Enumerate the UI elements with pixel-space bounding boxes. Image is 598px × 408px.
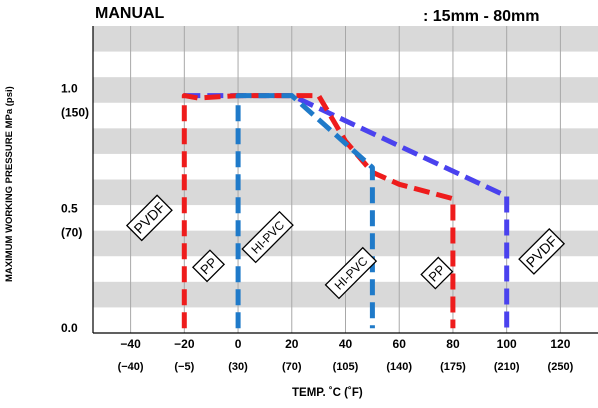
- y-tick-label: 1.0: [61, 81, 78, 95]
- series-line-hi-pvc: [235, 93, 375, 329]
- x-tick-label: 100: [497, 337, 517, 351]
- x-tick-label-f: (105): [333, 361, 359, 373]
- x-tick-label-f: (30): [228, 361, 248, 373]
- series-line-pp: [181, 93, 456, 329]
- y-tick-label: 0.5: [61, 201, 78, 215]
- series-label-pp: PP: [191, 249, 226, 283]
- x-tick-label: 120: [550, 337, 570, 351]
- x-tick-label: −40: [120, 337, 141, 351]
- x-tick-label: 20: [285, 337, 299, 351]
- x-tick-label: 80: [446, 337, 460, 351]
- header-left: MANUAL: [95, 5, 165, 22]
- series-label-box: [241, 210, 294, 264]
- series-label-box: [125, 194, 173, 242]
- series-label-pp: PP: [420, 256, 454, 290]
- x-tick-label-f: (−40): [118, 361, 144, 373]
- x-tick-label: 0: [235, 337, 242, 351]
- x-tick-label: 40: [339, 337, 353, 351]
- x-tick-label: −20: [174, 337, 195, 351]
- series-label-box: [324, 246, 378, 300]
- series-label-hi-pvc: HI-PVC: [241, 210, 294, 264]
- series-label-box: [191, 249, 226, 283]
- y-tick-label: 0.0: [61, 321, 78, 335]
- x-axis-title: TEMP. ˚C (˚F): [292, 387, 363, 399]
- x-tick-label-f: (210): [494, 361, 520, 373]
- x-tick-label-f: (250): [548, 361, 574, 373]
- y-tick-label: (150): [61, 105, 89, 119]
- x-tick-label-f: (140): [386, 361, 412, 373]
- series-label-pvdf: PVDF: [518, 228, 566, 275]
- header-right: : 15mm - 80mm: [423, 8, 540, 25]
- series-label-box: [518, 228, 566, 275]
- series-label-box: [420, 256, 454, 290]
- x-tick-label: 60: [393, 337, 407, 351]
- y-tick-label: (70): [61, 225, 82, 239]
- y-axis-title: MAXIMUM WORKING PRESSURE MPa (psi): [4, 86, 15, 282]
- x-tick-label-f: (175): [440, 361, 466, 373]
- x-tick-label-f: (−5): [174, 361, 194, 373]
- x-tick-label-f: (70): [282, 361, 302, 373]
